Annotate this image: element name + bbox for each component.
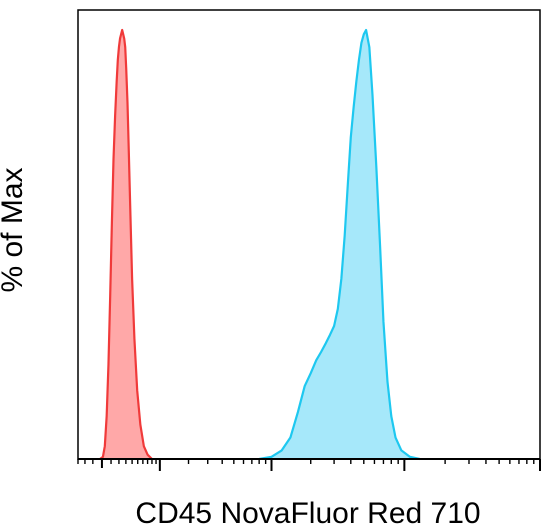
histogram-line-1 <box>99 28 153 460</box>
y-axis-label: % of Max <box>0 167 29 292</box>
x-axis-label: CD45 NovaFluor Red 710 <box>135 497 480 527</box>
histogram-fill-1 <box>100 30 152 459</box>
histogram-fill-2 <box>259 30 420 459</box>
histogram-line-2 <box>258 28 421 461</box>
plot-area <box>77 9 541 471</box>
